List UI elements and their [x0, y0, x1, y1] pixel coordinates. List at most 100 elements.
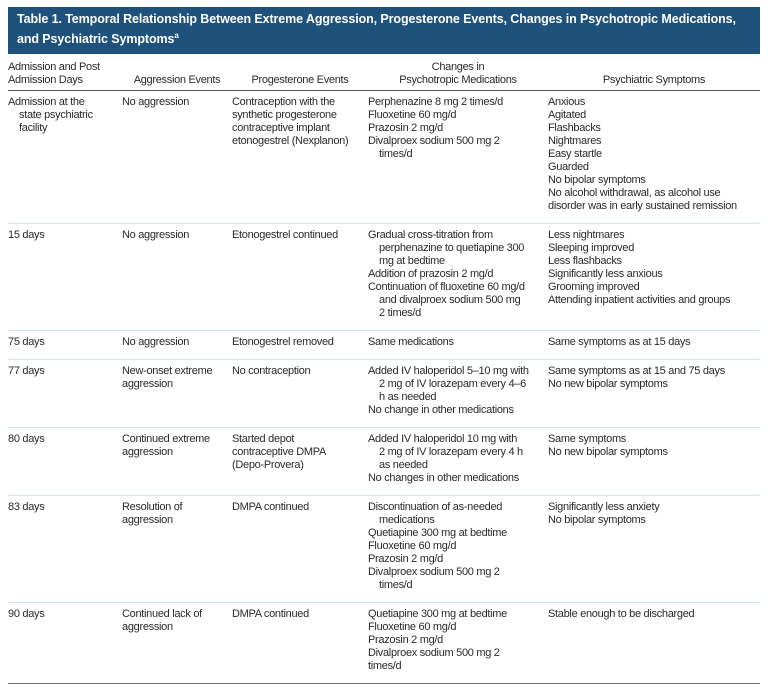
table-cell: Significantly less anxiety No bipolar sym… [548, 501, 760, 592]
cell-line: DMPA continued [232, 501, 309, 514]
cell-line: 77 days [8, 365, 45, 378]
table-cell: Started depot contraceptive DMPA (Depo-Pro… [232, 433, 368, 485]
cell-line: disorder was in early sustained remissio… [548, 200, 737, 213]
cell-line: etonogestrel (Nexplanon) [232, 135, 349, 148]
cell-line: 2 mg of IV lorazepam every 4–6 [379, 378, 526, 391]
table-cell: Same symptoms as at 15 days [548, 336, 760, 349]
cell-line: Significantly less anxious [548, 268, 663, 281]
cell-line: Added IV haloperidol 10 mg with [368, 433, 518, 446]
table-cell: Same symptoms No new bipolar symptoms [548, 433, 760, 485]
table-cell: Same medications [368, 336, 548, 349]
table-cell: No aggression [122, 336, 232, 349]
cell-line: No change in other medications [368, 404, 514, 417]
cell-line: Contraception with the [232, 96, 335, 109]
cell-line: No alcohol withdrawal, as alcohol use [548, 187, 721, 200]
table-cell: Gradual cross-titration from perphenazine… [368, 229, 548, 320]
cell-line: aggression [122, 446, 173, 459]
cell-line: contraceptive implant [232, 122, 330, 135]
table-cell: 90 days [8, 608, 122, 673]
cell-line: medications [379, 514, 435, 527]
table-row: 83 days Resolution of aggression DMPA conti… [8, 495, 760, 602]
column-header-line: Psychotropic Medications [399, 74, 517, 87]
cell-line: Started depot [232, 433, 295, 446]
cell-line: Significantly less anxiety [548, 501, 660, 514]
cell-line: perphenazine to quetiapine 300 [379, 242, 525, 255]
cell-line: Agitated [548, 109, 586, 122]
cell-line: aggression [122, 378, 173, 391]
column-header: Admission and Post Admission Days [8, 61, 122, 87]
column-header-line: Progesterone Events [251, 74, 349, 87]
cell-line: No contraception [232, 365, 311, 378]
table-cell: No aggression [122, 229, 232, 320]
table-title: Table 1. Temporal Relationship Between E… [17, 12, 736, 46]
cell-line: Continued extreme [122, 433, 210, 446]
column-header-line: Psychiatric Symptoms [602, 74, 706, 87]
table-row: 15 days No aggression Etonogestrel continu… [8, 223, 760, 330]
cell-line: Divalproex sodium 500 mg 2 [368, 135, 500, 148]
cell-line: 15 days [8, 229, 45, 242]
cell-line: New-onset extreme [122, 365, 213, 378]
cell-line: Resolution of [122, 501, 183, 514]
cell-line: Prazosin 2 mg/d [368, 553, 443, 566]
column-header-line: Changes in [431, 61, 485, 74]
cell-line: Guarded [548, 161, 589, 174]
cell-line: 2 mg of IV lorazepam every 4 h [379, 446, 523, 459]
cell-line: state psychiatric [19, 109, 93, 122]
cell-line: No bipolar symptoms [548, 514, 646, 527]
column-header-line: Admission Days [8, 74, 83, 87]
table-cell: 15 days [8, 229, 122, 320]
footnotes: aSubstance or alcohol use did not play a… [8, 683, 760, 690]
table-row: 77 days New-onset extreme aggression No con… [8, 359, 760, 427]
table-cell: 77 days [8, 365, 122, 417]
column-header: Changes in Psychotropic Medications [368, 61, 548, 87]
header-row: Admission and Post Admission Days Aggressi… [8, 56, 760, 92]
table-cell: 83 days [8, 501, 122, 592]
table-row: 80 days Continued extreme aggression Starte… [8, 427, 760, 495]
table-cell: New-onset extreme aggression [122, 365, 232, 417]
cell-line: No aggression [122, 229, 190, 242]
cell-line: 80 days [8, 433, 45, 446]
cell-line: Divalproex sodium 500 mg 2 [368, 647, 500, 660]
cell-line: Flashbacks [548, 122, 601, 135]
cell-line: Easy startle [548, 148, 602, 161]
column-header: Progesterone Events [232, 74, 368, 87]
cell-line: No new bipolar symptoms [548, 446, 668, 459]
cell-line: No aggression [122, 336, 190, 349]
cell-line: No bipolar symptoms [548, 174, 646, 187]
table-cell: Anxious Agitated Flashbacks Nightmares Easy … [548, 96, 760, 213]
cell-line: No changes in other medications [368, 472, 519, 485]
cell-line: Continuation of fluoxetine 60 mg/d [368, 281, 525, 294]
table-cell: Etonogestrel continued [232, 229, 368, 320]
column-header-line: Admission and Post [8, 61, 100, 74]
table-title-bar: Table 1. Temporal Relationship Between E… [8, 7, 760, 55]
cell-line: Fluoxetine 60 mg/d [368, 621, 457, 634]
table-cell: Stable enough to be discharged [548, 608, 760, 673]
cell-line: Quetiapine 300 mg at bedtime [368, 608, 507, 621]
table-body: Admission at the state psychiatric facilit… [8, 91, 760, 683]
cell-line: Less nightmares [548, 229, 625, 242]
cell-line: Fluoxetine 60 mg/d [368, 540, 457, 553]
cell-line: contraceptive DMPA [232, 446, 327, 459]
cell-line: 75 days [8, 336, 45, 349]
cell-line: Added IV haloperidol 5–10 mg with [368, 365, 529, 378]
cell-line: 83 days [8, 501, 45, 514]
table-cell: Less nightmares Sleeping improved Less fla… [548, 229, 760, 320]
table-cell: Added IV haloperidol 10 mg with 2 mg of I… [368, 433, 548, 485]
table-row: 75 days No aggression Etonogestrel removed… [8, 330, 760, 359]
cell-line: Nightmares [548, 135, 602, 148]
cell-line: aggression [122, 621, 173, 634]
cell-line: Etonogestrel removed [232, 336, 334, 349]
cell-line: times/d [379, 579, 413, 592]
table-row: 90 days Continued lack of aggression DMPA c… [8, 602, 760, 683]
table-cell: DMPA continued [232, 501, 368, 592]
table-cell: Perphenazine 8 mg 2 times/d Fluoxetine 60… [368, 96, 548, 213]
table-cell: 75 days [8, 336, 122, 349]
table-cell: No aggression [122, 96, 232, 213]
cell-line: Sleeping improved [548, 242, 635, 255]
table-cell: Etonogestrel removed [232, 336, 368, 349]
table-row: Admission at the state psychiatric facilit… [8, 91, 760, 223]
column-header: Aggression Events [122, 74, 232, 87]
cell-line: Discontinuation of as-needed [368, 501, 503, 514]
table-cell: Contraception with the synthetic progeste… [232, 96, 368, 213]
